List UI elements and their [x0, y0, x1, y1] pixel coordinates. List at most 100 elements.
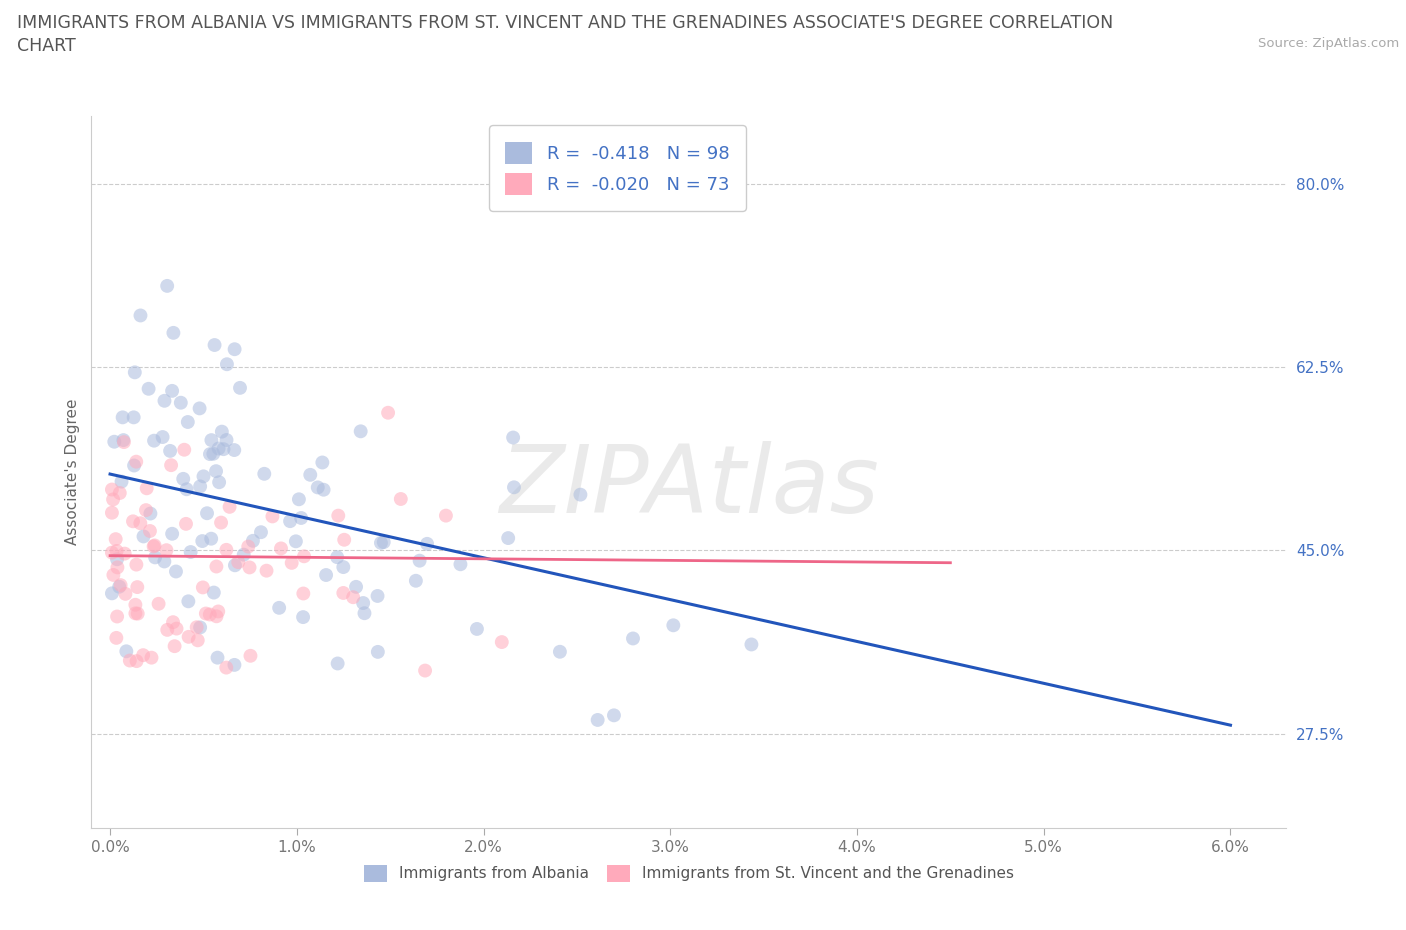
Point — [129, 308, 152, 323]
Point — [135, 481, 157, 496]
Point — [105, 631, 128, 645]
Point — [352, 595, 374, 610]
Point — [434, 508, 457, 523]
Point — [229, 380, 252, 395]
Point — [143, 433, 166, 448]
Point — [143, 538, 166, 552]
Point — [332, 560, 354, 575]
Point — [212, 442, 235, 457]
Point — [170, 395, 193, 410]
Point — [194, 606, 217, 621]
Point — [152, 430, 174, 445]
Point — [586, 712, 609, 727]
Point — [143, 550, 166, 565]
Point — [160, 526, 183, 541]
Point — [662, 618, 685, 632]
Point — [367, 644, 389, 659]
Point — [176, 482, 198, 497]
Point — [163, 639, 186, 654]
Point — [188, 479, 211, 494]
Point — [262, 509, 284, 524]
Point — [162, 326, 184, 340]
Point — [139, 524, 162, 538]
Point — [153, 393, 176, 408]
Legend: Immigrants from Albania, Immigrants from St. Vincent and the Grenadines: Immigrants from Albania, Immigrants from… — [357, 858, 1021, 887]
Point — [125, 557, 148, 572]
Text: Source: ZipAtlas.com: Source: ZipAtlas.com — [1258, 37, 1399, 50]
Point — [238, 560, 260, 575]
Point — [198, 446, 221, 461]
Point — [180, 545, 202, 560]
Point — [114, 546, 136, 561]
Point — [156, 622, 179, 637]
Point — [491, 634, 513, 649]
Point — [253, 466, 276, 481]
Point — [280, 555, 302, 570]
Point — [307, 480, 329, 495]
Point — [315, 567, 337, 582]
Point — [173, 443, 195, 458]
Point — [250, 525, 273, 539]
Point — [207, 650, 229, 665]
Point — [548, 644, 571, 659]
Point — [174, 516, 197, 531]
Point — [238, 539, 260, 554]
Point — [160, 458, 183, 472]
Point — [224, 558, 246, 573]
Point — [202, 446, 225, 461]
Point — [232, 547, 254, 562]
Point — [110, 578, 132, 592]
Point — [215, 542, 238, 557]
Point — [108, 579, 131, 594]
Point — [370, 536, 392, 551]
Point — [215, 357, 238, 372]
Point — [125, 654, 148, 669]
Point — [124, 606, 146, 621]
Point — [413, 663, 436, 678]
Point — [292, 586, 315, 601]
Point — [115, 644, 138, 658]
Point — [160, 383, 183, 398]
Point — [202, 585, 225, 600]
Point — [207, 604, 229, 618]
Point — [312, 483, 335, 498]
Point — [153, 554, 176, 569]
Point — [124, 365, 146, 379]
Point — [211, 424, 233, 439]
Point — [103, 567, 125, 582]
Point — [270, 541, 292, 556]
Point — [350, 424, 373, 439]
Point — [200, 531, 222, 546]
Point — [132, 529, 155, 544]
Point — [187, 633, 209, 648]
Point — [155, 543, 177, 558]
Point — [465, 621, 488, 636]
Point — [373, 535, 395, 550]
Point — [162, 615, 184, 630]
Point — [239, 648, 262, 663]
Point — [112, 432, 135, 447]
Point — [205, 559, 228, 574]
Point — [326, 656, 349, 671]
Text: CHART: CHART — [17, 37, 76, 55]
Point — [101, 586, 124, 601]
Point — [449, 557, 471, 572]
Point — [105, 551, 128, 566]
Point — [105, 543, 128, 558]
Point — [224, 658, 246, 672]
Point — [299, 468, 322, 483]
Point — [118, 653, 141, 668]
Point — [502, 430, 524, 445]
Point — [333, 532, 356, 547]
Point — [603, 708, 626, 723]
Point — [101, 482, 124, 497]
Point — [215, 432, 238, 447]
Point — [142, 539, 165, 554]
Point — [110, 474, 132, 489]
Point — [569, 487, 592, 502]
Point — [288, 492, 311, 507]
Point — [328, 508, 350, 523]
Point — [188, 401, 211, 416]
Point — [215, 660, 238, 675]
Point — [177, 415, 200, 430]
